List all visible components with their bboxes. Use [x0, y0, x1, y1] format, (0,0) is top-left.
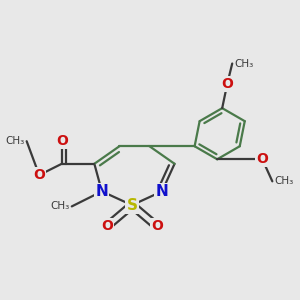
- Text: O: O: [56, 134, 68, 148]
- Text: S: S: [126, 198, 137, 213]
- Text: O: O: [221, 77, 233, 91]
- Text: O: O: [151, 220, 163, 233]
- Text: O: O: [33, 168, 45, 182]
- Text: CH₃: CH₃: [50, 201, 69, 212]
- Text: N: N: [95, 184, 108, 199]
- Text: CH₃: CH₃: [235, 58, 254, 68]
- Text: CH₃: CH₃: [5, 136, 24, 146]
- Text: N: N: [156, 184, 168, 199]
- Text: CH₃: CH₃: [275, 176, 294, 186]
- Text: O: O: [101, 220, 113, 233]
- Text: O: O: [256, 152, 268, 166]
